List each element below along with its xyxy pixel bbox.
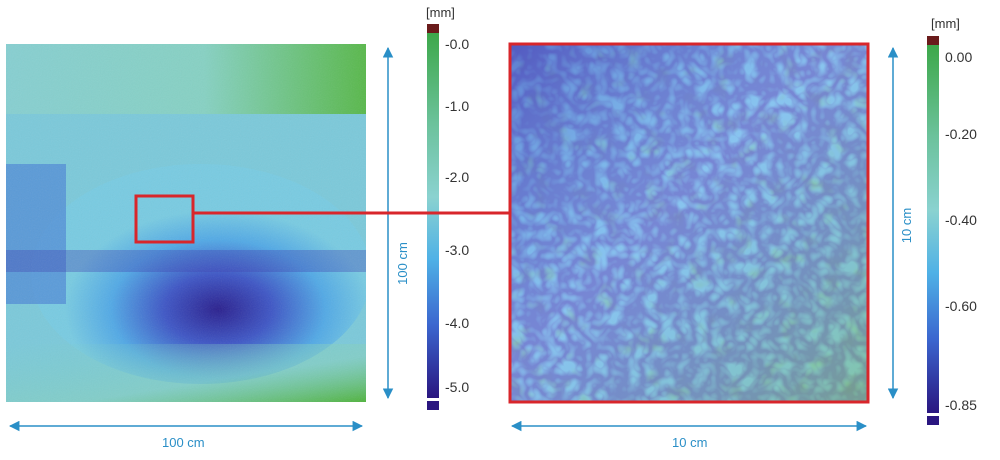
left-colorbar-tick-label: -1.0 [445, 98, 470, 114]
left-height-map [6, 44, 371, 402]
right-colorbar-tick-label: -0.20 [945, 126, 977, 142]
right-height-label: 10 cm [899, 207, 915, 244]
left-colorbar-tick-label: -4.0 [445, 315, 470, 331]
zoom-frame [508, 42, 870, 404]
right-colorbar-tick-label: 0.00 [945, 49, 973, 65]
right-colorbar [927, 36, 939, 425]
right-height-map [510, 44, 868, 402]
left-colorbar-tick-label: -3.0 [445, 242, 470, 258]
left-height-label: 100 cm [394, 242, 410, 285]
left-colorbar-tick-label: -2.0 [445, 169, 470, 185]
zoom-highlight-box [134, 194, 195, 244]
right-colorbar-unit: [mm] [931, 16, 960, 31]
right-width-label: 10 cm [672, 435, 708, 450]
left-colorbar [427, 24, 439, 410]
left-width-label: 100 cm [162, 435, 205, 450]
left-colorbar-unit: [mm] [426, 5, 455, 20]
right-colorbar-tick-label: -0.85 [945, 397, 977, 413]
left-colorbar-tick-label: -5.0 [445, 379, 470, 395]
right-colorbar-tick-label: -0.60 [945, 298, 977, 314]
right-colorbar-tick-label: -0.40 [945, 212, 977, 228]
left-colorbar-tick-label: -0.0 [445, 36, 470, 52]
